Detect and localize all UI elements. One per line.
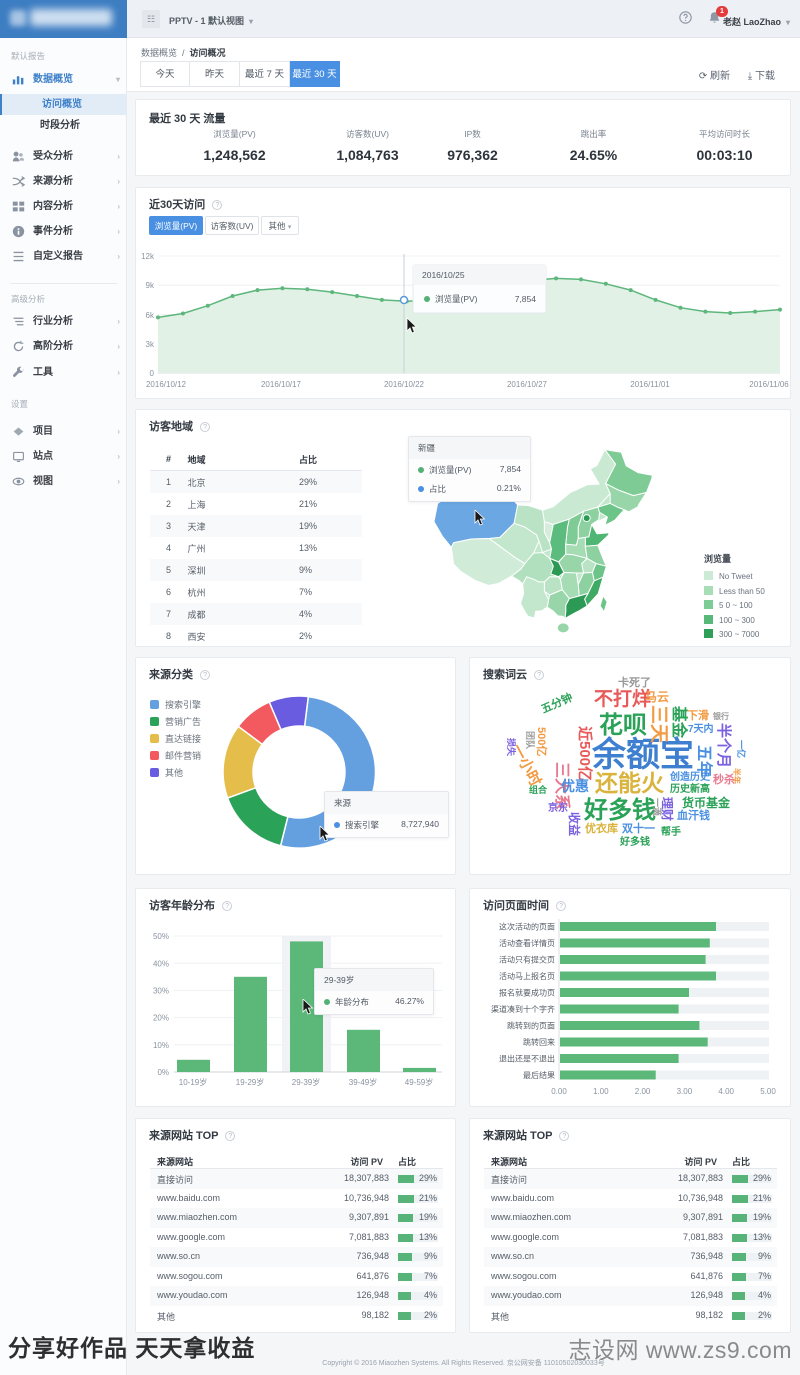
svg-text:29-39岁: 29-39岁 xyxy=(292,1077,320,1087)
svg-text:渠道凑到十个字齐: 渠道凑到十个字齐 xyxy=(491,1004,555,1014)
svg-text:浏览量(PV): 浏览量(PV) xyxy=(435,294,478,304)
svg-text:0.00: 0.00 xyxy=(551,1087,567,1096)
svg-text:活动只有提交页: 活动只有提交页 xyxy=(499,955,555,965)
svg-text:10-19岁: 10-19岁 xyxy=(179,1077,207,1087)
svg-text:跳转到的页面: 跳转到的页面 xyxy=(507,1021,555,1031)
svg-text:3k: 3k xyxy=(146,340,155,349)
svg-text:20%: 20% xyxy=(153,1014,169,1023)
svg-text:退出还是不退出: 退出还是不退出 xyxy=(499,1054,555,1064)
svg-text:2016/11/06: 2016/11/06 xyxy=(749,380,789,389)
svg-text:7,854: 7,854 xyxy=(515,294,537,304)
svg-text:最后结果: 最后结果 xyxy=(523,1070,555,1080)
svg-text:50%: 50% xyxy=(153,932,169,941)
svg-text:3.00: 3.00 xyxy=(677,1087,693,1096)
svg-text:2016/10/12: 2016/10/12 xyxy=(146,380,187,389)
svg-text:30%: 30% xyxy=(153,987,169,996)
svg-text:40%: 40% xyxy=(153,960,169,969)
svg-text:49-59岁: 49-59岁 xyxy=(405,1077,433,1087)
svg-text:19-29岁: 19-29岁 xyxy=(236,1077,264,1087)
svg-text:报名就要成功页: 报名就要成功页 xyxy=(499,988,555,998)
svg-text:0: 0 xyxy=(150,369,155,378)
svg-text:2016/10/27: 2016/10/27 xyxy=(507,380,548,389)
svg-text:2016/10/17: 2016/10/17 xyxy=(261,380,302,389)
svg-text:5.00: 5.00 xyxy=(760,1087,776,1096)
svg-text:这次活动的页面: 这次活动的页面 xyxy=(499,922,555,932)
svg-text:活动马上报名页: 活动马上报名页 xyxy=(499,971,555,981)
svg-text:2016/10/25: 2016/10/25 xyxy=(422,270,465,280)
svg-text:6k: 6k xyxy=(146,311,155,320)
svg-text:12k: 12k xyxy=(141,252,155,261)
svg-text:0%: 0% xyxy=(157,1068,169,1077)
svg-text:39-49岁: 39-49岁 xyxy=(349,1077,377,1087)
svg-text:4.00: 4.00 xyxy=(718,1087,734,1096)
svg-text:2016/10/22: 2016/10/22 xyxy=(384,380,425,389)
svg-text:活动查看详情页: 活动查看详情页 xyxy=(499,938,555,948)
svg-text:9k: 9k xyxy=(146,281,155,290)
svg-text:10%: 10% xyxy=(153,1041,169,1050)
svg-text:1.00: 1.00 xyxy=(593,1087,609,1096)
svg-text:2016/11/01: 2016/11/01 xyxy=(630,380,670,389)
svg-text:跳转回来: 跳转回来 xyxy=(523,1037,555,1047)
svg-text:2.00: 2.00 xyxy=(635,1087,651,1096)
